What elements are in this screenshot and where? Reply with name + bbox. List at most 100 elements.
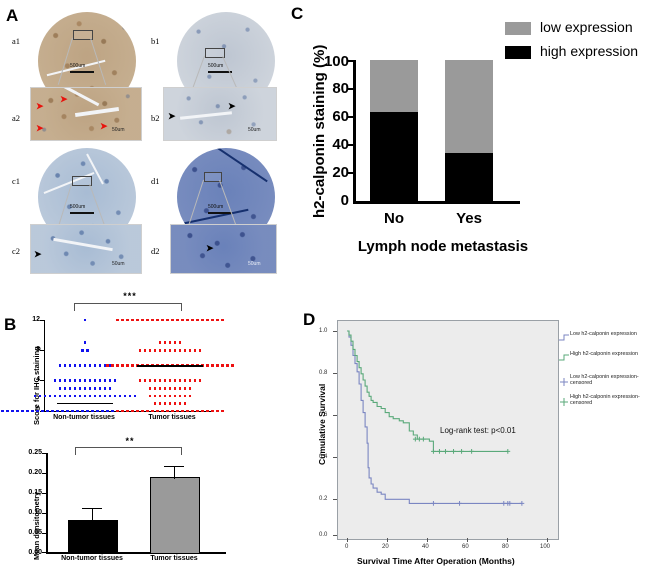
km-censored-mark xyxy=(431,448,436,454)
panel-d-x-axis-label: Survival Time After Operation (Months) xyxy=(357,556,515,566)
panel-c-x-axis xyxy=(353,201,520,204)
scatter-point xyxy=(198,379,202,382)
roi-box-c1 xyxy=(72,176,92,186)
scatter-point xyxy=(153,386,157,390)
km-censored-mark xyxy=(459,448,464,454)
scalebar-a1 xyxy=(70,71,94,73)
bar-no-high-expression xyxy=(370,112,418,201)
y-tick-label: 100 xyxy=(323,53,349,70)
y-tick-mark xyxy=(333,535,337,536)
legend-label-low-expression-censored: Low h2-calponin expression-censored xyxy=(570,374,639,387)
bar-yes-low-expression xyxy=(445,60,493,153)
scatter-point xyxy=(108,394,112,398)
error-bar-tumor xyxy=(173,466,175,479)
scatter-point xyxy=(163,394,167,398)
scatter-point xyxy=(103,379,107,382)
scatter-point xyxy=(1,409,4,413)
scatter-point xyxy=(83,341,87,345)
scatter-point xyxy=(146,318,149,322)
scatter-point xyxy=(103,364,107,367)
scatter-point xyxy=(121,318,124,322)
y-tick-label: 0.25 xyxy=(28,449,42,456)
scatter-point xyxy=(178,341,182,345)
scatter-point xyxy=(158,402,162,405)
scatter-point xyxy=(31,409,34,413)
scatter-point xyxy=(108,386,112,390)
y-tick-label: 0.10 xyxy=(28,509,42,516)
legend-label-low-expression: low expression xyxy=(540,19,633,35)
scatter-point xyxy=(146,409,149,413)
annotation-arrow: ➤ xyxy=(36,101,44,111)
x-tick-label-tumor-bar: Tumor tissues xyxy=(150,555,198,562)
tissue-crack xyxy=(74,106,120,118)
y-tick-label: 80 xyxy=(332,80,349,97)
scatter-point xyxy=(173,394,177,398)
y-tick-label: 0.4 xyxy=(319,454,328,460)
x-tick-label: 0 xyxy=(345,544,349,550)
scatter-point xyxy=(158,379,162,382)
scatter-point xyxy=(83,386,87,390)
bar-nontumor-densitometry xyxy=(68,520,118,554)
scatter-point xyxy=(83,394,87,398)
scatter-point xyxy=(96,409,99,413)
y-tick-mark xyxy=(333,415,337,416)
x-tick-mark xyxy=(507,538,508,542)
micro-label-d1: d1 xyxy=(151,176,160,186)
scatter-point xyxy=(38,394,42,398)
bar-no-low-expression xyxy=(370,60,418,112)
y-tick-mark xyxy=(40,320,45,322)
scatter-point xyxy=(83,318,87,322)
error-bar-nontumor xyxy=(91,508,93,522)
scatter-point xyxy=(158,341,162,345)
panel-c-x-axis-label: Lymph node metastasis xyxy=(357,238,529,255)
scatter-point xyxy=(121,364,124,367)
error-bar-cap-nontumor xyxy=(82,508,102,510)
y-tick-label: 8 xyxy=(36,346,40,353)
scatter-point xyxy=(206,409,209,413)
scatter-point xyxy=(151,318,154,322)
micrograph-d2 xyxy=(170,224,277,274)
panel-b-bar-x-axis xyxy=(46,552,226,554)
micro-label-c1: c1 xyxy=(12,176,21,186)
y-tick-mark xyxy=(348,172,354,174)
scatter-point xyxy=(123,394,127,398)
scatter-point xyxy=(173,379,177,382)
scatter-point xyxy=(148,394,152,398)
scatter-point xyxy=(191,409,194,413)
scatter-point xyxy=(173,402,177,405)
panel-d-letter: D xyxy=(303,310,316,329)
km-censored-mark xyxy=(420,436,426,442)
scatter-point xyxy=(58,386,62,390)
scatter-point xyxy=(216,318,219,322)
y-tick-mark xyxy=(348,88,354,90)
scalebar-b1-label: 500um xyxy=(208,63,224,69)
scatter-point xyxy=(193,349,197,352)
scalebar-c2-label: 50um xyxy=(112,261,125,267)
scatter-point xyxy=(88,394,92,398)
scatter-point xyxy=(71,409,74,413)
km-censored-mark xyxy=(412,436,418,442)
scatter-point xyxy=(53,379,57,382)
micro-label-b1: b1 xyxy=(151,36,160,46)
scatter-point xyxy=(193,379,197,382)
scatter-point xyxy=(148,349,152,352)
panel-d-y-axis-label: Cumulative Survival xyxy=(317,383,327,465)
scatter-point xyxy=(211,318,214,322)
scatter-point xyxy=(158,349,162,352)
x-tick-label: 80 xyxy=(502,544,509,550)
y-tick-mark xyxy=(333,457,337,458)
scatter-point xyxy=(166,318,169,322)
scatter-point xyxy=(221,364,224,367)
scatter-point xyxy=(148,379,152,382)
scatter-point xyxy=(143,379,147,382)
km-censored-mark xyxy=(437,448,442,454)
scatter-point xyxy=(181,318,184,322)
scatter-point xyxy=(131,409,134,413)
scatter-point xyxy=(136,409,139,413)
scalebar-d1-label: 500um xyxy=(208,204,224,210)
scatter-point xyxy=(141,318,144,322)
y-tick-mark xyxy=(40,350,45,352)
scatter-point xyxy=(98,379,102,382)
bar-tumor-densitometry xyxy=(150,477,200,554)
scatter-point xyxy=(108,364,112,367)
